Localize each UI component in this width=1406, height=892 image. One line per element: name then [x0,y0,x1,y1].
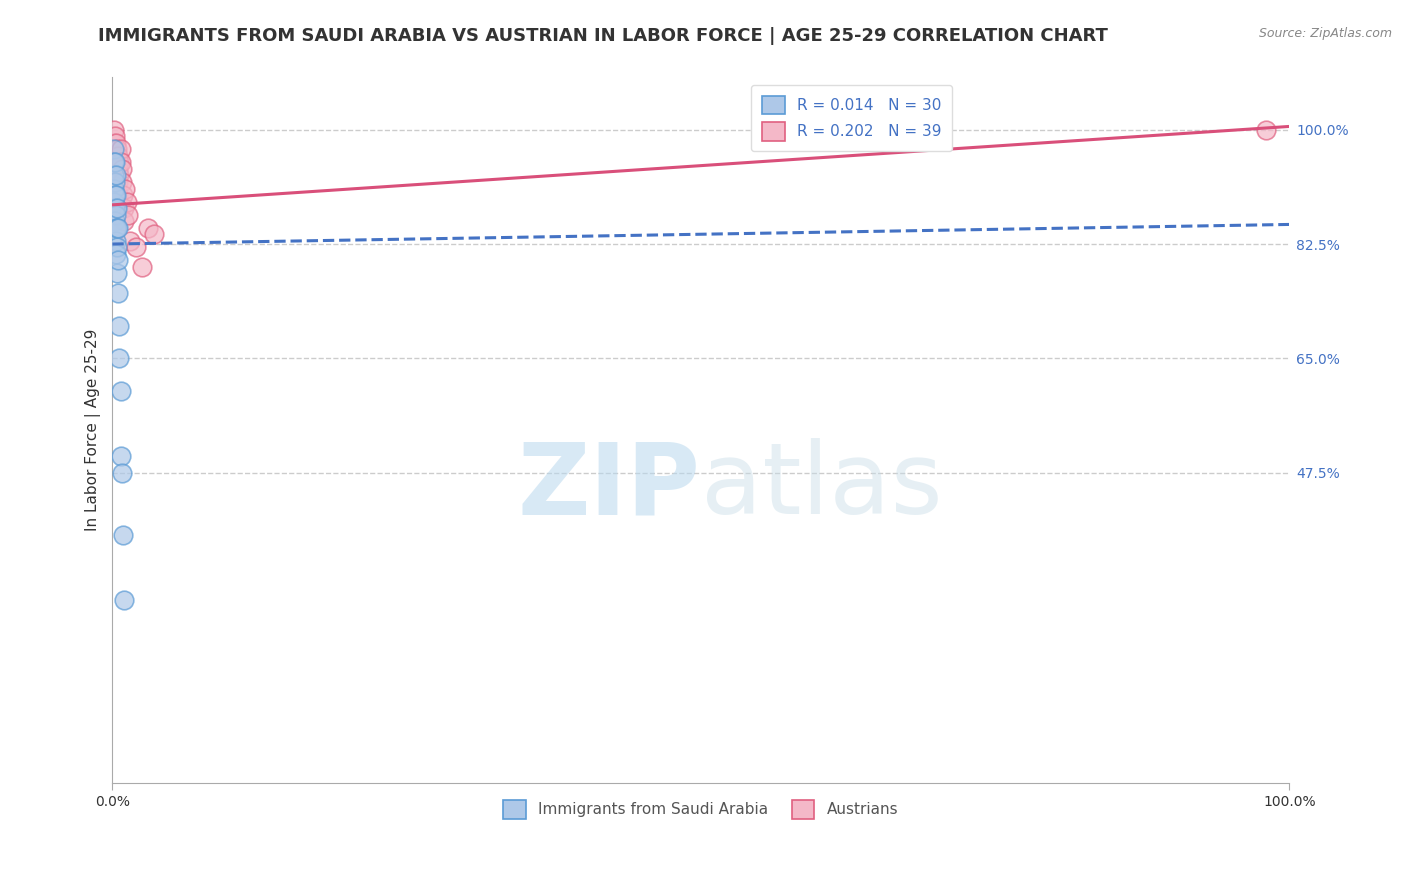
Point [103,142,125,156]
Point [105,169,128,183]
Point [110,201,132,215]
Point [104,155,127,169]
Text: IMMIGRANTS FROM SAUDI ARABIA VS AUSTRIAN IN LABOR FORCE | AGE 25-29 CORRELATION : IMMIGRANTS FROM SAUDI ARABIA VS AUSTRIAN… [98,27,1108,45]
Point [107,175,129,189]
Point [108,351,131,366]
Point [104,155,127,169]
Point [103,155,125,169]
Text: atlas: atlas [700,438,942,535]
Point [104,129,127,144]
Point [111,528,134,542]
Point [104,169,127,183]
Point [104,149,127,163]
Point [108,155,131,169]
Point [103,181,125,195]
Point [115,194,138,209]
Point [136,220,159,235]
Point [107,149,129,163]
Point [104,188,127,202]
Point [131,260,153,274]
Point [110,155,132,169]
Point [104,175,127,189]
Point [120,234,142,248]
Point [104,188,127,202]
Point [103,136,125,150]
Point [107,286,129,301]
Point [112,214,135,228]
Point [104,142,127,156]
Point [105,267,128,281]
Point [112,593,135,607]
Point [105,155,128,169]
Point [105,220,128,235]
Point [104,161,127,176]
Point [104,136,127,150]
Point [107,161,129,176]
Point [111,175,134,189]
Text: ZIP: ZIP [517,438,700,535]
Point [104,214,127,228]
Point [111,188,134,202]
Point [1254,122,1277,136]
Text: Source: ZipAtlas.com: Source: ZipAtlas.com [1258,27,1392,40]
Point [108,169,131,183]
Point [104,201,127,215]
Point [105,201,128,215]
Point [104,188,127,202]
Point [111,466,134,480]
Point [103,122,125,136]
Point [107,220,129,235]
Point [103,194,125,209]
Point [142,227,165,242]
Point [104,175,127,189]
Point [110,142,132,156]
Point [110,384,132,398]
Point [105,181,128,195]
Legend: Immigrants from Saudi Arabia, Austrians: Immigrants from Saudi Arabia, Austrians [498,794,904,825]
Point [104,208,127,222]
Point [112,201,135,215]
Point [103,149,125,163]
Point [104,247,127,261]
Point [111,161,134,176]
Point [103,169,125,183]
Point [107,188,129,202]
Point [105,142,128,156]
Point [104,234,127,248]
Point [125,240,148,254]
Point [117,208,139,222]
Point [110,450,132,464]
Point [114,181,136,195]
Point [107,253,129,268]
Y-axis label: In Labor Force | Age 25-29: In Labor Force | Age 25-29 [86,329,101,532]
Point [104,220,127,235]
Point [105,240,128,254]
Point [108,318,131,333]
Point [104,169,127,183]
